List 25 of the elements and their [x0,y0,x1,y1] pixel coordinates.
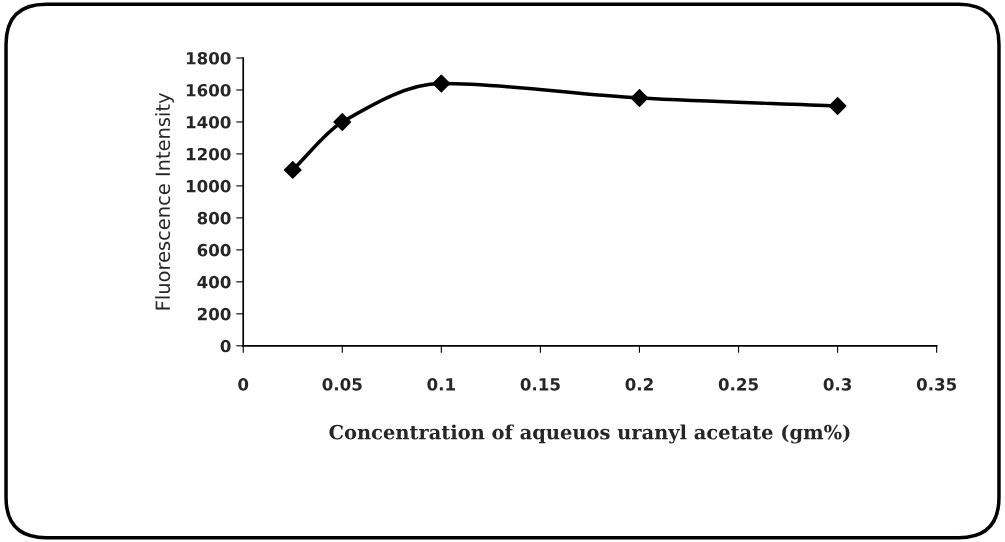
y-tick-label: 0 [220,339,231,353]
x-tick-label: 0.2 [625,378,653,391]
x-tick-label: 0.1 [427,378,455,391]
point [283,161,302,179]
y-tick-label: 1800 [186,51,231,65]
y-tick-label: 1600 [186,83,231,97]
x-axis-title: Concentration of aqueuos uranyl acetate (gm%) [329,424,850,444]
point [630,89,649,107]
point [432,74,451,93]
y-tick-label: 600 [197,243,231,257]
x-tick-label: 0.25 [718,378,758,391]
y-tick-label: 200 [197,307,231,321]
y-tick-label: 1000 [186,179,231,193]
x-tick-label: 0.15 [520,378,560,391]
point [828,97,847,115]
x-tick-label: 0.05 [322,378,362,391]
point [333,113,352,131]
y-tick-label: 800 [197,211,231,225]
y-axis-title: Fluorescence Intensity [155,93,174,310]
y-tick-label: 1200 [186,147,231,161]
y-tick-label: 400 [197,275,231,289]
x-tick-label: 0 [238,378,249,391]
x-tick-label: 0.3 [823,378,852,391]
y-tick-label: 1400 [186,115,231,129]
x-tick-label: 0.35 [916,378,957,391]
